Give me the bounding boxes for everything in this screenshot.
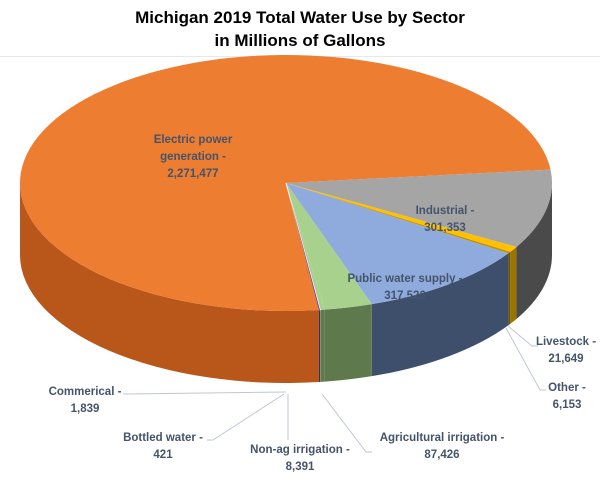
chart-title: Michigan 2019 Total Water Use by Sector …	[0, 6, 600, 52]
leader-lines	[122, 325, 546, 453]
pie-side-agricultural-irrigation	[324, 304, 372, 382]
leader-line-agricultural-irrigation	[321, 393, 372, 453]
data-label-line: 21,649	[548, 353, 583, 365]
data-label-line: Industrial -	[416, 205, 475, 217]
pie-slice-commerical	[286, 183, 320, 311]
data-label-line: Agricultural irrigation -	[380, 432, 505, 444]
data-label-commerical: Commerical - 1,839	[49, 386, 122, 415]
pie-sides	[20, 183, 552, 384]
pie-slice-industrial	[286, 169, 553, 247]
data-label-bottled-water: Bottled water - 421	[123, 432, 203, 461]
pie-side-livestock	[510, 246, 517, 324]
data-label-line: Non-ag irrigation -	[250, 444, 350, 456]
data-label-line: Public water supply -	[347, 273, 462, 285]
data-label-agricultural-irrigation: Agricultural irrigation - 87,426	[380, 432, 505, 461]
data-label-line: 1,839	[71, 403, 100, 415]
pie-side-other	[508, 251, 511, 326]
chart-title-line-2: in Millions of Gallons	[214, 31, 386, 50]
leader-line-commerical	[122, 391, 287, 395]
pie-slice-livestock	[286, 183, 517, 252]
data-label-livestock: Livestock - 21,649	[536, 336, 596, 365]
pie-side-public-water-supply	[371, 253, 509, 377]
data-label-industrial: Industrial - 301,353	[416, 205, 475, 234]
data-label-line: Electric power	[154, 134, 233, 146]
data-label-line: 421	[153, 449, 173, 461]
data-label-line: Other -	[548, 382, 586, 394]
pie-tops	[20, 55, 553, 312]
data-label-line: 6,153	[553, 399, 582, 411]
data-labels: Electric power generation - 2,271,477 Indus…	[49, 134, 597, 473]
data-label-electric-power-generation: Electric power generation - 2,271,477	[154, 134, 233, 180]
data-label-line: 317,526	[384, 290, 426, 302]
pie-slice-agricultural-irrigation	[286, 183, 372, 310]
data-label-line: Livestock -	[536, 336, 596, 348]
pie-slice-other	[286, 183, 511, 254]
data-label-line: generation -	[160, 151, 226, 163]
data-label-non-ag-irrigation: Non-ag irrigation - 8,391	[250, 444, 350, 473]
pie-slice-public-water-supply	[286, 183, 509, 305]
pie-slice-non-ag-irrigation	[286, 183, 325, 310]
leader-line-livestock	[507, 325, 538, 347]
pie-side-non-ag-irrigation	[320, 309, 325, 382]
pie-side-electric-power-generation	[20, 183, 319, 384]
data-label-other: Other - 6,153	[548, 382, 586, 411]
data-label-line: Commerical -	[49, 386, 122, 398]
data-label-line: 2,271,477	[167, 168, 218, 180]
leader-line-other	[505, 327, 546, 391]
data-label-public-water-supply: Public water supply - 317,526	[347, 273, 462, 302]
chart-title-line-1: Michigan 2019 Total Water Use by Sector	[135, 8, 465, 27]
data-label-line: 8,391	[286, 461, 315, 473]
pie-slice-electric-power-generation	[20, 55, 551, 312]
data-label-line: 87,426	[424, 449, 459, 461]
pie-side-commerical	[318, 309, 320, 383]
leader-line-bottled-water	[207, 393, 285, 441]
data-label-line: 301,353	[424, 222, 466, 234]
pie-side-industrial	[516, 183, 552, 319]
data-label-line: Bottled water -	[123, 432, 203, 444]
